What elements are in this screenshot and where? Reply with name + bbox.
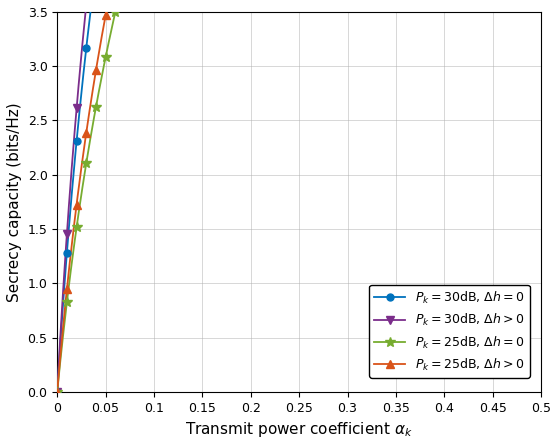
X-axis label: Transmit power coefficient $\alpha_k$: Transmit power coefficient $\alpha_k$ bbox=[185, 420, 413, 439]
Y-axis label: Secrecy capacity (bits/Hz): Secrecy capacity (bits/Hz) bbox=[7, 102, 22, 301]
Legend: $P_k = 30$dB, $\Delta h = 0$, $P_k = 30$dB, $\Delta h > 0$, $P_k = 25$dB, $\Delt: $P_k = 30$dB, $\Delta h = 0$, $P_k = 30$… bbox=[369, 285, 530, 378]
